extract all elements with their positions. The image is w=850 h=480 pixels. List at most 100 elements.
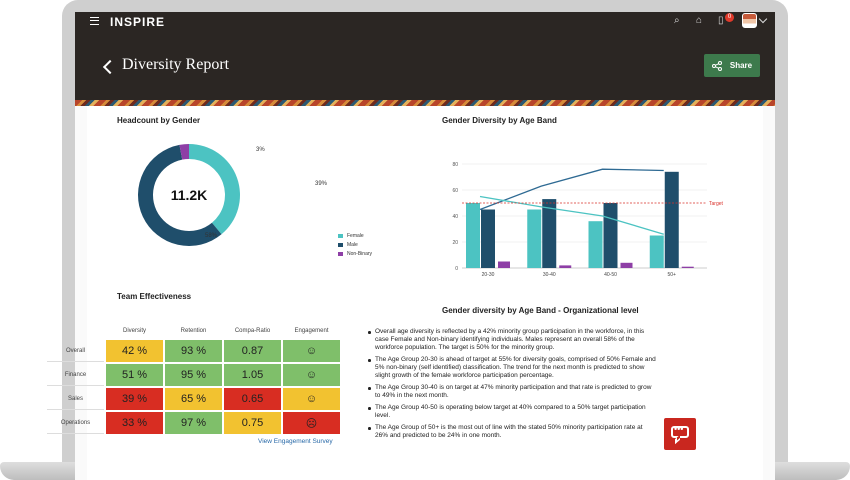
legend-swatch-nonbinary <box>338 252 343 256</box>
row-label: Overall <box>47 340 104 362</box>
metric-cell[interactable]: 39 % <box>106 388 163 410</box>
metric-cell[interactable]: 93 % <box>165 340 222 362</box>
donut-slice-nonbinary[interactable] <box>179 144 189 160</box>
bar <box>664 171 679 268</box>
metric-cell[interactable]: 0.65 <box>224 388 281 410</box>
app-logo[interactable]: INSPIRE <box>110 15 166 29</box>
metric-cell[interactable]: ☹ <box>283 412 340 434</box>
row-label: Sales <box>47 388 104 410</box>
org-bullets: Overall age diversity is reflected by a … <box>367 328 657 444</box>
engagement-survey-link[interactable]: View Engagement Survey <box>258 438 333 445</box>
metric-cell[interactable]: ☺ <box>283 388 340 410</box>
table-row: Finance 51 % 95 % 1.05 ☺ <box>47 364 340 386</box>
col-compa-ratio: Compa-Ratio <box>234 328 271 334</box>
home-icon[interactable]: ⌂ <box>696 15 703 26</box>
nonbinary-pct-label: 3% <box>256 147 265 153</box>
corner-cell <box>47 324 104 338</box>
share-label: Share <box>729 61 753 70</box>
metric-cell[interactable]: 51 % <box>106 364 163 386</box>
chat-button[interactable] <box>664 418 696 450</box>
age-chart-title: Gender Diversity by Age Band <box>442 116 557 125</box>
bar <box>681 266 694 268</box>
org-bullet: The Age Group 30-40 is on target at 47% … <box>367 384 657 400</box>
metric-cell[interactable]: 97 % <box>165 412 222 434</box>
org-bullet: The Age Group 20-30 is ahead of target a… <box>367 356 657 380</box>
bar <box>620 262 633 268</box>
bar <box>498 261 510 268</box>
chat-icon <box>671 424 689 438</box>
page-title: Diversity Report <box>122 56 230 73</box>
metric-cell[interactable]: 42 % <box>106 340 163 362</box>
col-retention: Retention <box>180 328 207 334</box>
trend-line <box>479 195 664 235</box>
headcount-donut: 11.2K <box>137 143 241 247</box>
metric-cell[interactable]: 65 % <box>165 388 222 410</box>
legend-label-male: Male <box>347 242 358 248</box>
trend-line <box>479 168 664 211</box>
legend-label-nonbinary: Non-Binary <box>347 251 373 257</box>
top-bar: INSPIRE ⌕ ⌂ ▯ 0 <box>75 12 775 32</box>
donut-slice-female[interactable] <box>189 144 240 235</box>
headcount-title: Headcount by Gender <box>117 116 201 125</box>
avatar[interactable] <box>742 13 757 28</box>
table-row: Sales 39 % 65 % 0.65 ☺ <box>47 388 340 410</box>
notifications-icon[interactable]: ▯ <box>718 15 724 26</box>
age-band-chart: 0 20 40 60 80 20-30 30-40 40-50 50+ Target <box>452 162 724 278</box>
share-button[interactable]: Share <box>704 54 760 77</box>
team-effectiveness-table: Diversity Retention Compa-Ratio Engageme… <box>45 322 342 436</box>
bar <box>527 209 542 268</box>
legend-label-female: Female <box>347 233 364 239</box>
team-title: Team Effectiveness <box>117 292 192 301</box>
target-label: Target <box>709 201 724 207</box>
row-label: Finance <box>47 364 104 386</box>
bar <box>588 221 603 268</box>
headcount-total: 11.2K <box>170 187 208 203</box>
bar <box>649 235 664 268</box>
bar <box>542 199 557 268</box>
metric-cell[interactable]: 95 % <box>165 364 222 386</box>
page-header: Diversity Report Share <box>75 32 775 100</box>
org-bullet: The Age Group of 50+ is the most out of … <box>367 424 657 440</box>
y-tick-label: 60 <box>452 188 458 194</box>
org-title: Gender diversity by Age Band - Organizat… <box>442 306 639 315</box>
bar <box>466 203 480 268</box>
decorative-banner <box>75 100 775 106</box>
y-tick-label: 80 <box>452 162 458 168</box>
org-bullet: Overall age diversity is reflected by a … <box>367 328 657 352</box>
x-tick-label: 50+ <box>668 272 677 278</box>
legend-female: Female <box>338 233 364 239</box>
metric-cell[interactable]: 0.75 <box>224 412 281 434</box>
y-tick-label: 20 <box>452 240 458 246</box>
row-label: Operations <box>47 412 104 434</box>
col-engagement: Engagement <box>294 328 329 334</box>
org-bullet: The Age Group 40-50 is operating below t… <box>367 404 657 420</box>
bar <box>559 265 572 268</box>
bar <box>603 203 618 268</box>
female-pct-label: 39% <box>315 181 328 187</box>
male-pct-label: 58% <box>205 233 218 239</box>
x-tick-label: 40-50 <box>604 272 617 278</box>
legend-nonbinary: Non-Binary <box>338 251 372 257</box>
metric-cell[interactable]: ☺ <box>283 340 340 362</box>
legend-swatch-male <box>338 243 343 247</box>
bar <box>481 209 495 268</box>
legend-male: Male <box>338 242 358 248</box>
search-icon[interactable]: ⌕ <box>674 15 680 26</box>
donut-slice-male[interactable] <box>138 144 222 246</box>
table-row: Overall 42 % 93 % 0.87 ☺ <box>47 340 340 362</box>
metric-cell[interactable]: 33 % <box>106 412 163 434</box>
metric-cell[interactable]: 0.87 <box>224 340 281 362</box>
back-icon[interactable] <box>102 59 118 75</box>
col-diversity: Diversity <box>122 328 146 334</box>
menu-icon[interactable] <box>90 17 99 25</box>
donut-chart <box>138 144 240 246</box>
y-tick-label: 0 <box>455 266 458 272</box>
legend-swatch-female <box>338 234 343 238</box>
x-tick-label: 20-30 <box>482 272 495 278</box>
metric-cell[interactable]: 1.05 <box>224 364 281 386</box>
notification-badge: 0 <box>725 13 734 22</box>
chevron-down-icon[interactable] <box>758 14 768 24</box>
metric-cell[interactable]: ☺ <box>283 364 340 386</box>
y-tick-label: 40 <box>452 214 458 220</box>
table-row: Operations 33 % 97 % 0.75 ☹ <box>47 412 340 434</box>
